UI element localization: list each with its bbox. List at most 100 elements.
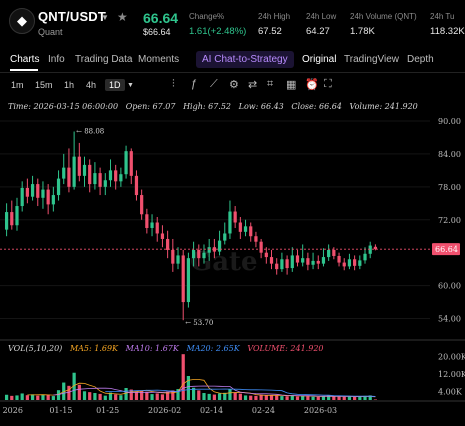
fullscreen-icon[interactable]: ⛶ <box>324 78 332 90</box>
last-price: 66.64 <box>143 10 179 26</box>
timeframe-1h[interactable]: 1h <box>64 80 75 90</box>
volume-bar <box>285 396 289 400</box>
candle-body <box>327 249 331 258</box>
volume-bar <box>191 387 196 400</box>
drawing-tool-icon[interactable]: ⟋ <box>210 78 218 90</box>
candle-body <box>368 245 372 254</box>
candle-body <box>124 151 128 175</box>
stat-value-high: 67.52 <box>258 26 282 37</box>
time-tick-label: 01-15 <box>49 406 72 415</box>
candle-body <box>228 211 232 234</box>
time-tick-label: 02-24 <box>252 406 275 415</box>
candle-body <box>332 249 336 256</box>
volume-bar <box>30 394 35 400</box>
volume-bar <box>327 395 331 400</box>
tab-moments[interactable]: Moments <box>138 54 180 65</box>
time-tick-label: 2026 <box>3 406 23 415</box>
candle-body <box>98 173 102 187</box>
candle-body <box>363 253 367 261</box>
timeframe-1d[interactable]: 1D <box>105 79 125 91</box>
candle-body <box>285 259 289 269</box>
star-icon[interactable]: ★ <box>117 10 128 24</box>
stat-value-change: 1.61(+2.48%) <box>189 26 247 37</box>
volume-bar <box>10 395 14 400</box>
price-tick-label: 90.00 <box>438 117 461 126</box>
timeframe-4h[interactable]: 4h <box>86 80 97 90</box>
volume-bar <box>129 389 133 400</box>
price-tick-label: 78.00 <box>438 183 461 192</box>
volume-tick-label: 12.00K <box>438 370 465 379</box>
price-tick-label: 60.00 <box>438 282 461 291</box>
timeframe-more-chevron-icon[interactable]: ▼ <box>127 82 134 89</box>
volume-bar <box>342 396 346 400</box>
volume-bar <box>254 395 258 400</box>
candle-body <box>243 226 248 232</box>
candle-type-icon[interactable]: ⫶ <box>172 78 175 90</box>
candle-body <box>41 189 45 198</box>
candle-body <box>10 212 14 226</box>
candle-body <box>280 259 284 270</box>
stat-value-volume: 1.78K <box>350 26 375 37</box>
candle-body <box>337 255 341 263</box>
candle-body <box>15 206 19 226</box>
volume-bar <box>337 396 341 400</box>
chart-grid <box>0 120 465 402</box>
volume-bar <box>269 394 274 400</box>
tab-original[interactable]: Original <box>302 54 337 65</box>
volume-bar <box>114 394 118 400</box>
price-axis: 90.00 84.00 78.00 72.00 60.00 54.00 <box>438 117 461 324</box>
volume-bar <box>321 396 326 400</box>
candle-body <box>150 222 154 228</box>
candle-body <box>51 195 55 205</box>
volume-bar <box>46 394 50 400</box>
candle-body <box>259 241 263 253</box>
candle-body <box>145 214 149 228</box>
ohlc-high: High: 67.52 <box>183 102 232 111</box>
candle-body <box>119 174 123 182</box>
candle-body <box>306 258 310 265</box>
volume-bar <box>56 390 61 400</box>
ohlc-close: Close: 66.64 <box>291 102 342 111</box>
alert-icon[interactable]: ⏰ <box>305 79 319 91</box>
candle-body <box>342 262 346 267</box>
candle-body <box>114 170 118 182</box>
volume-bar <box>36 395 40 400</box>
volume-info-bar: VOL(5,10,20) MA5: 1.69K MA10: 1.67K MA20… <box>8 344 324 353</box>
ai-chat-to-strategy-button[interactable]: AI Chat-to-Strategy <box>196 51 294 68</box>
stat-value-turnover: 118.32K <box>430 26 465 37</box>
screenshot-icon[interactable]: ⌗ <box>267 78 274 90</box>
candle-body <box>67 167 71 187</box>
candle-body <box>176 255 180 264</box>
candle-body <box>4 212 9 230</box>
candle-body <box>373 246 378 250</box>
compare-icon[interactable]: ⇄ <box>248 79 258 91</box>
chevron-down-icon[interactable]: ▼ <box>101 13 109 22</box>
tab-depth[interactable]: Depth <box>407 54 434 65</box>
tab-tradingview[interactable]: TradingView <box>344 54 400 65</box>
volume-bar <box>150 394 154 400</box>
candle-body <box>301 258 305 263</box>
current-price-label: 66.64 <box>435 245 458 254</box>
tab-info[interactable]: Info <box>48 54 65 65</box>
volume-bar <box>363 395 367 400</box>
indicator-icon[interactable]: ƒ <box>191 78 198 90</box>
layout-icon[interactable]: ▦ <box>286 79 297 91</box>
vol-ma20: MA20: 2.65K <box>186 344 240 353</box>
tab-trading-data[interactable]: Trading Data <box>75 54 133 65</box>
volume-bar <box>140 390 144 400</box>
timeframe-15m[interactable]: 15m <box>35 80 53 90</box>
tab-charts[interactable]: Charts <box>10 54 40 65</box>
candle-body <box>207 247 211 253</box>
volume-bar <box>207 393 211 400</box>
low-annotation: ← 53.70 <box>185 319 213 327</box>
pair-name[interactable]: QNT/USDT <box>38 9 107 24</box>
chart-settings-icon[interactable]: ⚙ <box>229 79 239 91</box>
volume-bar <box>202 393 206 400</box>
candle-body <box>311 260 315 265</box>
price-tick-label: 72.00 <box>438 216 461 225</box>
volume-bar <box>264 395 268 400</box>
ticker-header: ◆ QNT/USDT Quant ▼ ★ 66.64 $66.64 Change… <box>0 0 465 44</box>
timeframe-1m[interactable]: 1m <box>11 80 24 90</box>
volume-bar <box>238 393 242 400</box>
